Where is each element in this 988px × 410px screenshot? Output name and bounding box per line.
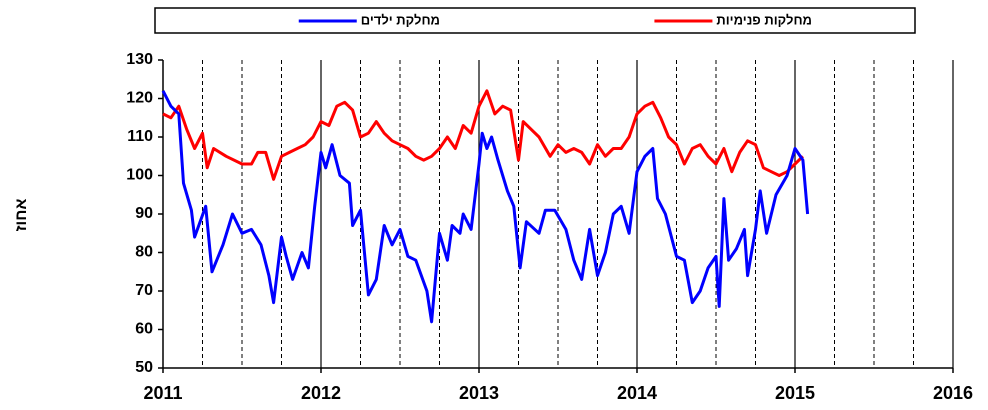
legend-label: מחלקות פנימיות (716, 12, 812, 27)
x-tick-label: 2012 (301, 383, 341, 403)
y-tick-label: 80 (135, 244, 153, 261)
legend-label: מחלקת ילדים (361, 12, 440, 27)
y-tick-label: 100 (126, 167, 153, 184)
series-line (162, 89, 804, 181)
y-tick-label: 70 (135, 282, 153, 299)
y-tick-label: 50 (135, 359, 153, 376)
x-tick-label: 2013 (459, 383, 499, 403)
legend-box (154, 7, 916, 34)
y-tick-label: 120 (126, 90, 153, 107)
y-tick-label: 130 (126, 51, 153, 68)
x-tick-label: 2014 (617, 383, 657, 403)
x-tick-label: 2011 (143, 383, 182, 403)
y-tick-label: 60 (135, 321, 153, 338)
series-line (161, 90, 810, 324)
y-tick-label: 110 (127, 128, 153, 145)
y-tick-label: 90 (135, 205, 153, 222)
x-tick-label: 2015 (775, 383, 815, 403)
y-axis-label: אחוז (13, 199, 30, 232)
x-tick-label: 2016 (933, 383, 973, 403)
